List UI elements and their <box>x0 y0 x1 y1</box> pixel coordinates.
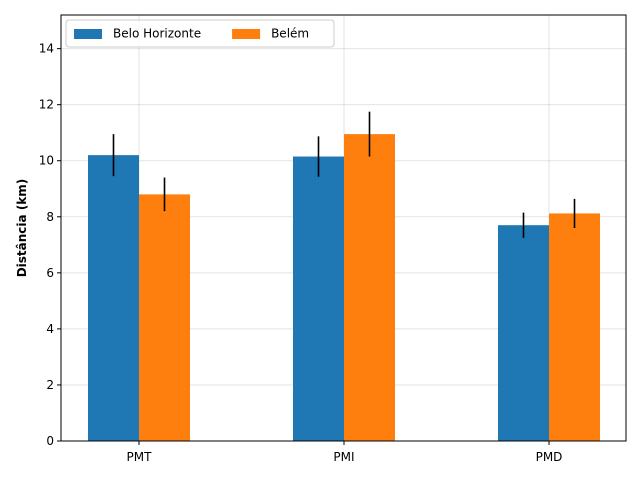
legend-label: Belo Horizonte <box>113 27 201 41</box>
error-bars <box>112 111 576 238</box>
legend-box <box>65 19 335 48</box>
bars <box>88 134 600 441</box>
legend-swatch <box>74 29 102 39</box>
y-tick-label: 8 <box>46 210 54 224</box>
x-axis: PMT PMI PMD <box>127 441 563 464</box>
y-tick-label: 14 <box>39 42 54 56</box>
y-tick-label: 4 <box>46 322 54 336</box>
x-tick-label: PMI <box>333 450 354 464</box>
y-tick-label: 0 <box>46 434 54 448</box>
y-tick-label: 6 <box>46 266 54 280</box>
legend-swatch <box>232 29 261 39</box>
bar <box>498 225 549 441</box>
y-tick-label: 2 <box>46 378 54 392</box>
y-tick-label: 12 <box>39 98 54 112</box>
x-tick-label: PMT <box>127 450 153 464</box>
bar <box>139 194 190 441</box>
y-axis-title: Distância (km) <box>15 179 29 278</box>
legend: Belo Horizonte Belém <box>65 19 335 48</box>
y-axis: 0 2 4 6 8 10 12 14 <box>39 42 61 448</box>
legend-label: Belém <box>271 27 309 41</box>
bar <box>88 155 139 441</box>
bar <box>549 213 600 441</box>
x-tick-label: PMD <box>536 450 563 464</box>
y-tick-label: 10 <box>39 154 54 168</box>
bar <box>344 134 395 441</box>
bar <box>293 156 344 441</box>
